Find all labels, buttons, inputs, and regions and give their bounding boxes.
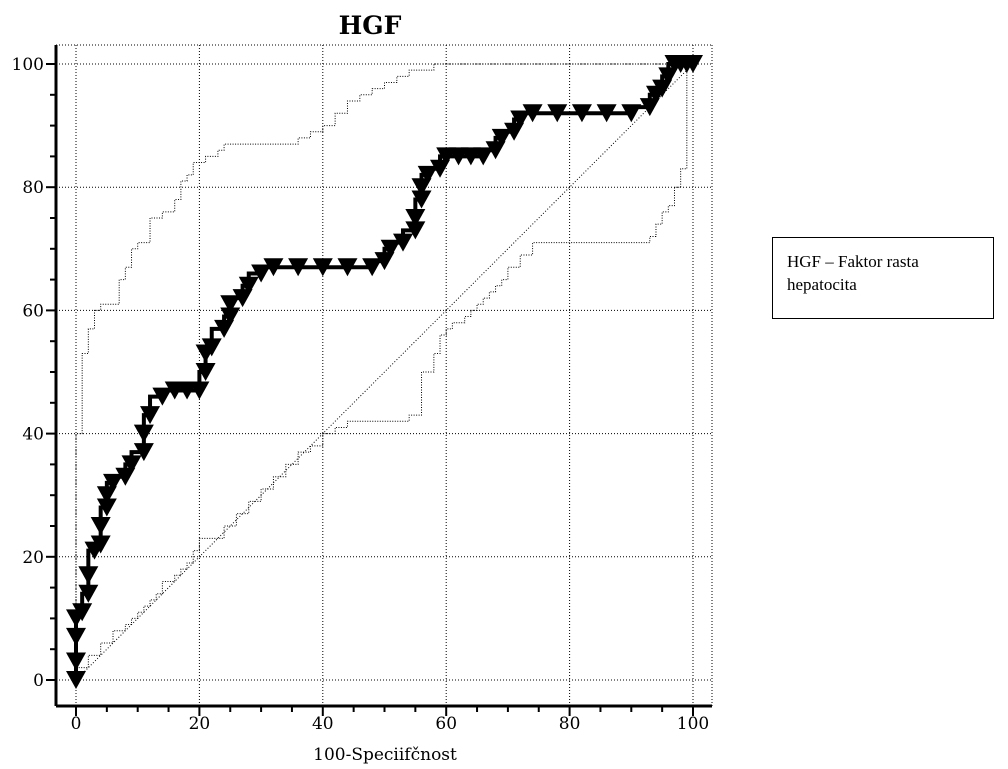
- roc-point-marker: [238, 276, 259, 295]
- roc-point-marker: [78, 584, 99, 603]
- roc-point-marker: [214, 319, 235, 338]
- reference-diagonal-line: [75, 63, 694, 681]
- roc-point-marker: [288, 258, 309, 277]
- x-tick-label: 0: [71, 714, 82, 734]
- roc-point-marker: [639, 98, 660, 117]
- axes: [46, 45, 712, 716]
- y-tick-labels: 0 20 40 60 80 100: [12, 55, 44, 691]
- roc-point-marker: [683, 55, 703, 73]
- roc-point-marker: [90, 535, 111, 554]
- upper-ci-line: [75, 63, 693, 680]
- y-tick-label: 80: [22, 178, 44, 198]
- roc-point-marker: [547, 104, 568, 123]
- roc-point-marker: [103, 473, 124, 492]
- roc-point-marker: [66, 652, 86, 671]
- roc-point-marker: [652, 79, 673, 98]
- roc-point-marker: [189, 381, 210, 400]
- roc-point-marker: [596, 104, 617, 123]
- roc-point-marker: [140, 406, 161, 425]
- x-tick-label: 40: [312, 714, 334, 734]
- x-tick-label: 80: [559, 714, 581, 734]
- y-tick-label: 40: [22, 425, 44, 445]
- roc-point-marker: [411, 178, 432, 197]
- roc-point-marker: [121, 455, 142, 474]
- roc-point-marker: [658, 67, 679, 86]
- roc-point-marker: [115, 467, 136, 486]
- legend-text: HGF – Faktor rasta hepatocita: [787, 252, 919, 294]
- y-tick-label: 100: [12, 55, 44, 75]
- roc-point-marker: [263, 258, 284, 277]
- roc-point-marker: [621, 104, 642, 123]
- gridlines: [56, 44, 713, 706]
- x-axis-label: 100-Speciifčnost: [313, 745, 457, 765]
- roc-point-marker: [430, 159, 451, 178]
- roc-point-marker: [522, 104, 543, 123]
- x-tick-label: 20: [189, 714, 211, 734]
- roc-point-marker: [374, 252, 395, 271]
- roc-point-marker: [201, 338, 222, 357]
- roc-point-marker: [220, 295, 241, 314]
- roc-point-marker: [485, 141, 506, 160]
- roc-point-marker: [411, 190, 432, 209]
- x-tick-label: 100: [677, 714, 709, 734]
- x-tick-labels: 0 20 40 60 80 100: [71, 714, 710, 734]
- roc-point-marker: [417, 165, 438, 184]
- roc-point-marker: [380, 239, 401, 258]
- roc-point-marker: [405, 209, 426, 227]
- roc-point-marker: [473, 147, 494, 166]
- legend-box: HGF – Faktor rasta hepatocita: [772, 237, 994, 319]
- chart-title: HGF: [339, 11, 402, 40]
- roc-point-marker: [90, 517, 111, 535]
- roc-point-marker: [78, 566, 99, 585]
- roc-point-marker: [393, 233, 414, 252]
- y-tick-label: 0: [33, 671, 44, 691]
- roc-point-marker: [72, 603, 93, 622]
- roc-point-marker: [337, 258, 358, 277]
- y-tick-label: 60: [22, 301, 44, 321]
- roc-point-marker: [133, 424, 154, 443]
- roc-point-marker: [96, 498, 117, 517]
- roc-point-marker: [510, 110, 531, 129]
- roc-point-marker: [152, 387, 173, 406]
- roc-point-marker: [491, 128, 512, 147]
- reference-diagonal-layer: [75, 63, 694, 681]
- roc-point-marker: [251, 264, 272, 283]
- confidence-band-layer: [75, 63, 693, 680]
- roc-point-marker: [571, 104, 592, 123]
- roc-point-marker: [405, 221, 426, 240]
- roc-point-marker: [232, 289, 253, 308]
- roc-point-marker: [504, 122, 525, 141]
- roc-point-marker: [66, 671, 86, 689]
- roc-point-marker: [133, 443, 154, 462]
- roc-point-marker: [362, 258, 383, 277]
- roc-point-marker: [312, 258, 333, 277]
- roc-point-marker: [96, 486, 117, 505]
- roc-point-marker: [220, 307, 241, 326]
- x-tick-label: 60: [435, 714, 457, 734]
- roc-curve-layer: [66, 55, 703, 689]
- roc-point-marker: [195, 363, 216, 381]
- lower-ci-line: [75, 63, 693, 680]
- y-tick-label: 20: [22, 548, 44, 568]
- roc-point-marker: [66, 627, 86, 646]
